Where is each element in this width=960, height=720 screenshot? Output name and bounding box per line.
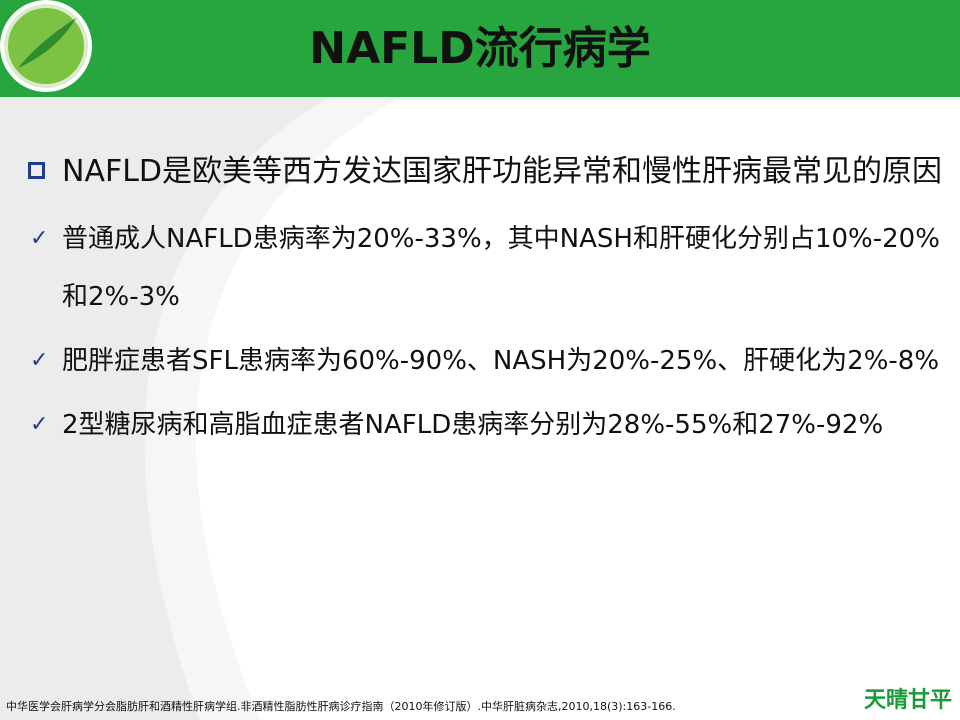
brand-logo: 天晴甘平: [863, 688, 952, 713]
citation: 中华医学会肝病学分会脂肪肝和酒精性肝病学组.非酒精性脂肪性肝病诊疗指南（2010…: [6, 700, 676, 713]
content: NAFLD是欧美等西方发达国家肝功能异常和慢性肝病最常见的原因 ✓ 普通成人NAF…: [26, 140, 946, 454]
item-text: 2型糖尿病和高脂血症患者NAFLD患病率分别为28%-55%和27%-92%: [62, 410, 884, 440]
item-text: 普通成人NAFLD患病率为20%-33%，其中NASH和肝硬化分别占10%-20…: [62, 224, 940, 312]
logo-circle: [0, 0, 92, 92]
item-text: 肥胖症患者SFL患病率为60%-90%、NASH为20%-25%、肝硬化为2%-…: [62, 346, 940, 376]
check-bullet: ✓ 普通成人NAFLD患病率为20%-33%，其中NASH和肝硬化分别占10%-2…: [30, 224, 940, 312]
lead-text: NAFLD是欧美等西方发达国家肝功能异常和慢性肝病最常见的原因: [62, 154, 943, 189]
swoosh: [0, 97, 330, 720]
swoosh-light: [144, 97, 400, 720]
check-bullet: ✓ 肥胖症患者SFL患病率为60%-90%、NASH为20%-25%、肝硬化为2%…: [30, 346, 940, 376]
slide-title: NAFLD流行病学: [309, 23, 651, 74]
header-bar: NAFLD流行病学: [0, 0, 960, 97]
check-bullet: ✓ 2型糖尿病和高脂血症患者NAFLD患病率分别为28%-55%和27%-92%: [30, 410, 884, 440]
lead-bullet: NAFLD是欧美等西方发达国家肝功能异常和慢性肝病最常见的原因: [26, 140, 946, 204]
